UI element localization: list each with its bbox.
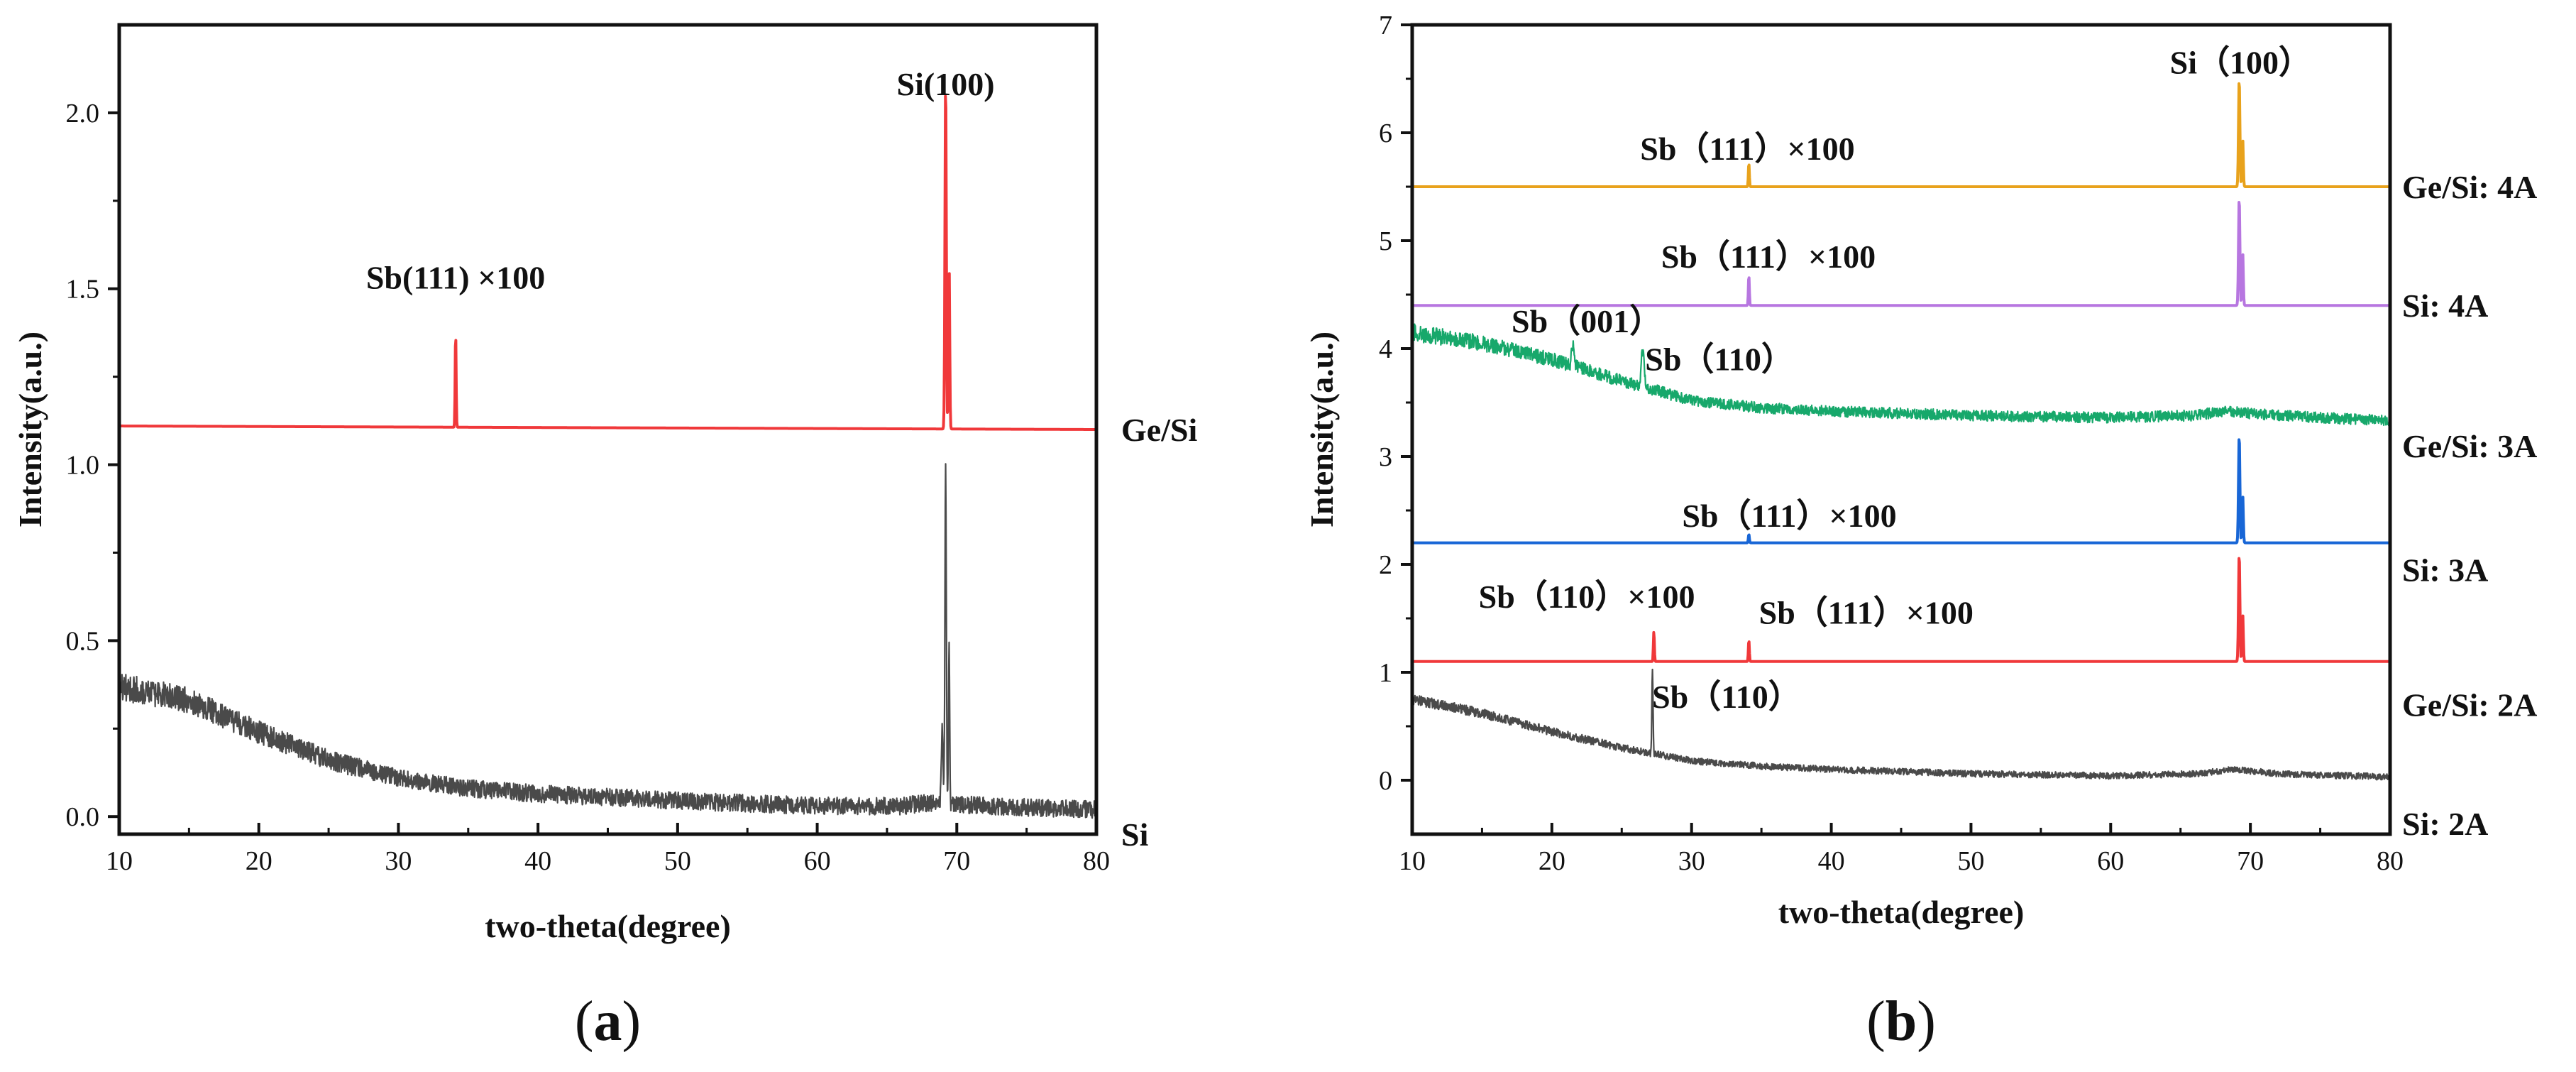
series-line-si (119, 463, 1096, 819)
series-line-si-2a (1412, 668, 2390, 781)
x-tick-label: 20 (1539, 846, 1565, 876)
y-tick-label: 2 (1379, 550, 1392, 580)
peak-annotation: Sb（001） (1512, 303, 1662, 339)
x-tick-label: 10 (1399, 846, 1426, 876)
y-tick-label: 7 (1379, 11, 1392, 40)
y-tick-label: 3 (1379, 442, 1392, 472)
y-tick-label: 4 (1379, 334, 1392, 364)
y-axis-title: Intensity(a.u.) (1304, 332, 1340, 527)
x-tick-label: 60 (804, 846, 831, 876)
peak-annotation: Sb（111）×100 (1759, 595, 1974, 631)
x-tick-label: 40 (1818, 846, 1845, 876)
y-tick-label: 0.0 (66, 802, 100, 832)
peak-annotation: Si(100) (897, 66, 995, 102)
x-tick-label: 70 (943, 846, 970, 876)
series-group (1412, 82, 2390, 781)
x-tick-label: 70 (2237, 846, 2264, 876)
series-label: Si: 3A (2402, 552, 2488, 589)
series-label: Si: 4A (2402, 288, 2488, 324)
x-tick-label: 30 (1678, 846, 1705, 876)
x-tick-label: 50 (1957, 846, 1984, 876)
series-line-ge-si (119, 94, 1096, 431)
x-tick-label: 10 (106, 846, 133, 876)
peak-annotation: Sb(111) ×100 (366, 260, 545, 296)
y-tick-label: 0 (1379, 766, 1392, 796)
x-tick-label: 80 (2377, 846, 2404, 876)
series-line-ge-si-2a (1412, 557, 2390, 663)
panel-label: (b) (1866, 990, 1936, 1053)
peak-annotation: Sb（110） (1645, 341, 1794, 377)
peak-annotation: Sb（111）×100 (1682, 498, 1896, 534)
series-line-si-3a (1412, 438, 2390, 545)
series-line-ge-si-3a (1412, 323, 2390, 427)
peak-annotation: Sb（111）×100 (1661, 239, 1876, 275)
peak-annotation: Sb（110） (1652, 679, 1801, 715)
y-tick-label: 6 (1379, 119, 1392, 148)
y-tick-label: 1.0 (66, 451, 100, 481)
x-tick-label: 50 (664, 846, 691, 876)
x-axis-title: two-theta(degree) (485, 908, 731, 944)
y-tick-label: 0.5 (66, 626, 100, 656)
x-tick-label: 20 (246, 846, 273, 876)
series-line-si-4a (1412, 201, 2390, 307)
series-label: Ge/Si: 3A (2402, 428, 2537, 464)
y-tick-label: 5 (1379, 226, 1392, 256)
peak-annotation: Sb（111）×100 (1640, 131, 1854, 167)
x-tick-label: 40 (524, 846, 551, 876)
y-tick-label: 1 (1379, 658, 1392, 688)
peak-annotation: Si（100） (2170, 44, 2311, 80)
panel-label: (a) (575, 990, 641, 1053)
peak-annotation: Sb（110）×100 (1479, 579, 1695, 615)
x-axis-title: two-theta(degree) (1778, 894, 2025, 930)
y-tick-label: 1.5 (66, 275, 100, 305)
y-tick-label: 2.0 (66, 99, 100, 128)
panel-a: 10 20 30 40 50 60 70 80 0.0 0.5 1.0 1.5 2.0 two-theta… (12, 23, 1198, 1053)
panel-b: 10 20 30 40 50 60 70 80 0 1 2 3 4 5 6 7 two-theta(degree… (1304, 11, 2537, 1053)
x-tick-label: 60 (2097, 846, 2124, 876)
x-tick-label: 30 (385, 846, 412, 876)
y-axis-title: Intensity(a.u.) (12, 332, 48, 527)
series-label: Ge/Si (1121, 412, 1198, 448)
x-tick-label: 80 (1083, 846, 1110, 876)
series-line-ge-si-4a (1412, 82, 2390, 188)
series-label: Si: 2A (2402, 806, 2488, 842)
series-group (119, 94, 1096, 819)
series-label: Ge/Si: 2A (2402, 687, 2537, 723)
series-label: Ge/Si: 4A (2402, 169, 2537, 205)
series-label: Si (1121, 816, 1149, 853)
